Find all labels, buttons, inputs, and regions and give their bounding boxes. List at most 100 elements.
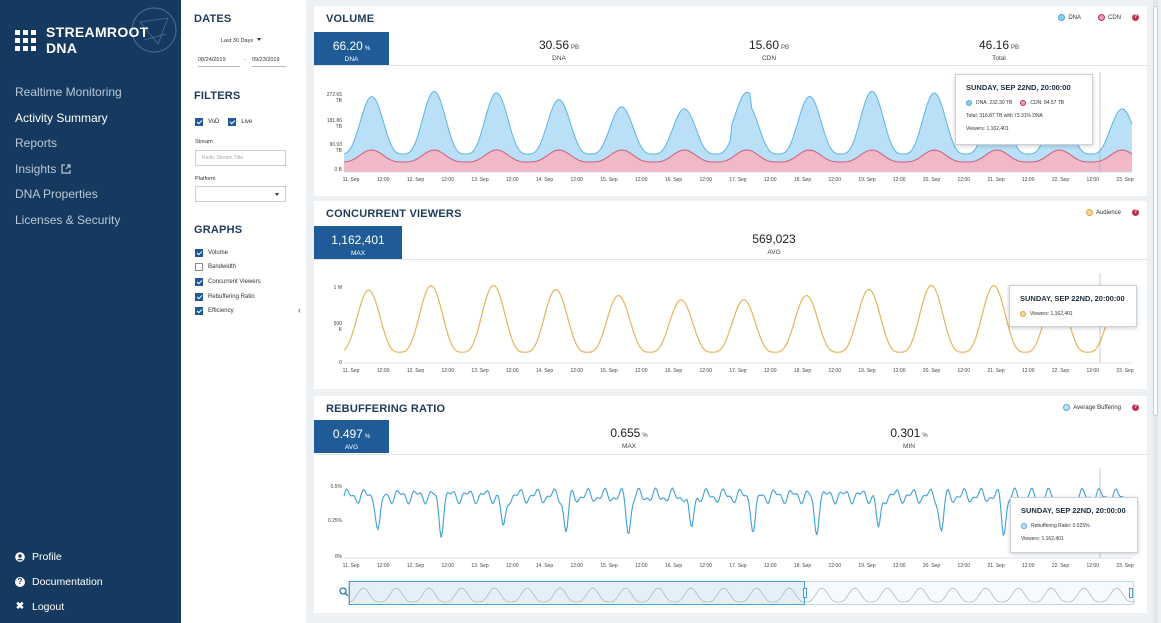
navigator-selection[interactable] (349, 581, 805, 605)
x-tick-label: 12:00 (1022, 177, 1035, 183)
buffering-dot-icon (1063, 404, 1071, 411)
x-tick-label: 12. Sep (407, 177, 424, 183)
buffering-line (343, 487, 1133, 538)
help-icon[interactable]: ? (1132, 404, 1139, 411)
zoom-icon[interactable] (339, 587, 349, 597)
filters-heading: FILTERS (194, 90, 241, 102)
x-tick-label: 12:00 (893, 177, 906, 183)
y-tick-line: 272.65 (327, 92, 343, 98)
date-range-select[interactable]: Last 30 Days (221, 38, 262, 44)
x-tick-label: 12:00 (828, 368, 841, 374)
x-tick-label: 12:00 (1022, 563, 1035, 569)
vod-checkbox-row[interactable]: VoD Live (195, 118, 252, 126)
help-icon[interactable]: ? (1132, 209, 1139, 216)
legend-audience[interactable]: Audience (1085, 209, 1121, 216)
x-tick-label: 15. Sep (600, 368, 617, 374)
sidebar-nav: Realtime Monitoring Activity Summary Rep… (15, 84, 122, 237)
graph-toggle-efficiency[interactable]: Efficiency (195, 307, 234, 315)
x-tick-label: 12:00 (1086, 368, 1099, 374)
graphs-heading: GRAPHS (194, 224, 243, 236)
sidebar-item-licenses-security[interactable]: Licenses & Security (15, 212, 121, 227)
dates-heading: DATES (194, 13, 232, 25)
x-tick-label: 12:00 (441, 563, 454, 569)
x-tick-label: 15. Sep (600, 563, 617, 569)
platform-select[interactable] (195, 186, 286, 202)
x-tick-label: 16. Sep (665, 368, 682, 374)
date-to-input[interactable]: 09/23/2019 (252, 57, 286, 67)
checkbox[interactable] (195, 278, 203, 286)
x-tick-label: 13. Sep (471, 177, 488, 183)
scrollbar-thumb[interactable] (1153, 6, 1158, 416)
date-from-input[interactable]: 08/24/2019 (198, 57, 240, 67)
checkbox[interactable] (195, 263, 203, 271)
x-tick-label: 18. Sep (794, 177, 811, 183)
x-tick-label: 12:00 (957, 368, 970, 374)
documentation-link[interactable]: ? Documentation (15, 569, 103, 594)
graph-toggle-concurrent-viewers[interactable]: Concurrent Viewers (195, 278, 261, 286)
live-checkbox[interactable] (228, 118, 237, 126)
stat-max-rebuffering: 0.655% MAX (610, 426, 648, 450)
x-tick-label: 12:00 (1022, 368, 1035, 374)
viewers-tooltip: SUNDAY, SEP 22ND, 20:00:00 Viewers: 1,16… (1009, 285, 1137, 327)
x-tick-label: 12:00 (764, 177, 777, 183)
sidebar-item-activity-summary[interactable]: Activity Summary (15, 110, 108, 125)
x-tick-label: 22. Sep (1052, 563, 1069, 569)
y-tick-line: 1 M (334, 285, 342, 291)
y-tick-line: 0 (339, 360, 342, 366)
graph-toggle-volume[interactable]: Volume (195, 249, 228, 257)
app-logo[interactable]: STREAMROOT DNA (15, 24, 181, 56)
navigator-line (349, 587, 1135, 603)
x-tick-label: 17. Sep (729, 368, 746, 374)
x-tick-label: 12:00 (570, 177, 583, 183)
x-tick-label: 12:00 (635, 563, 648, 569)
sidebar-item-realtime-monitoring[interactable]: Realtime Monitoring (15, 85, 122, 99)
x-tick-label: 21. Sep (987, 368, 1004, 374)
x-tick-label: 22. Sep (1052, 177, 1069, 183)
x-tick-label: 12:00 (828, 563, 841, 569)
x-tick-label: 19. Sep (858, 177, 875, 183)
sidebar-item-reports[interactable]: Reports (15, 136, 58, 150)
x-tick-label: 12. Sep (407, 563, 424, 569)
x-tick-label: 12:00 (506, 563, 519, 569)
close-icon: ✖ (15, 601, 25, 612)
sidebar-item-insights[interactable]: Insights (15, 161, 122, 187)
navigator-handle-left[interactable] (803, 588, 807, 598)
checkbox[interactable] (195, 307, 203, 315)
sidebar-item-dna-properties[interactable]: DNA Properties (15, 187, 98, 201)
collapse-chevron-icon[interactable]: ‹ (298, 305, 301, 315)
x-tick-label: 12:00 (699, 177, 712, 183)
rebuffering-panel: REBUFFERING RATIO Average Buffering ? 0.… (314, 396, 1147, 613)
x-tick-label: 20. Sep (923, 368, 940, 374)
timeline-navigator[interactable] (348, 581, 1135, 605)
logout-link[interactable]: ✖ Logout (15, 600, 65, 613)
x-tick-label: 19. Sep (858, 368, 875, 374)
vod-checkbox[interactable] (195, 118, 203, 126)
x-tick-label: 21. Sep (987, 563, 1004, 569)
legend-dna[interactable]: DNA (1058, 14, 1081, 21)
stat-max-viewers: 1,162,401 MAX (314, 226, 402, 259)
sidebar-item-label: Insights (15, 161, 57, 176)
navigator-handle-right[interactable] (1129, 588, 1133, 598)
x-tick-label: 23. Sep (1116, 563, 1133, 569)
x-tick-label: 13. Sep (471, 368, 488, 374)
checkbox[interactable] (195, 293, 203, 301)
x-tick-label: 12:00 (635, 177, 648, 183)
x-tick-label: 18. Sep (794, 368, 811, 374)
rebuffering-chart[interactable]: 0.5% 0.25% 0%11. Sep 12:00 12. Sep 12:00 13. S… (314, 458, 1147, 578)
x-tick-label: 11. Sep (343, 563, 360, 569)
x-tick-label: 12:00 (764, 368, 777, 374)
x-tick-label: 16. Sep (665, 563, 682, 569)
legend-cdn[interactable]: CDN (1098, 14, 1121, 21)
x-tick-label: 17. Sep (729, 177, 746, 183)
viewers-chart[interactable]: 1 M 500 K 011. Sep 12:00 12. Sep 12:00 13. Sep 1… (314, 263, 1147, 385)
legend-average-buffering[interactable]: Average Buffering (1063, 404, 1121, 411)
page-scrollbar[interactable] (1153, 0, 1158, 623)
checkbox[interactable] (195, 249, 203, 257)
x-tick-label: 19. Sep (858, 563, 875, 569)
graph-toggle-rebuffering-ratio[interactable]: Rebuffering Ratio (195, 293, 255, 301)
graph-toggle-bandwidth[interactable]: Bandwidth (195, 263, 236, 271)
stream-input[interactable]: Radio Stream Title (195, 150, 286, 166)
help-icon[interactable]: ? (1132, 14, 1139, 21)
profile-link[interactable]: Profile (15, 544, 103, 569)
